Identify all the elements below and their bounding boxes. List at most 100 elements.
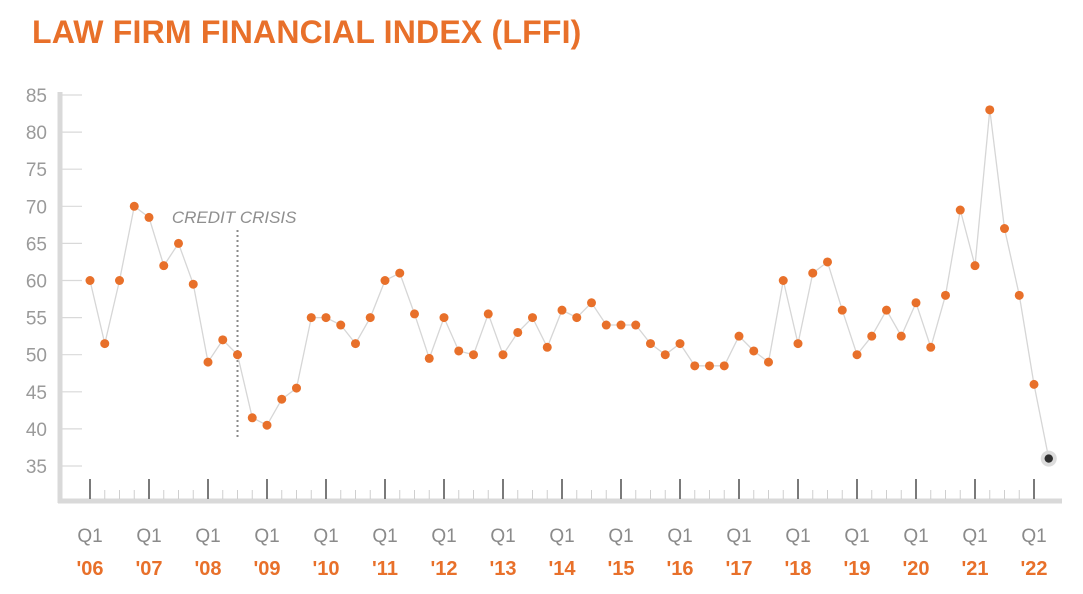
data-point (852, 350, 862, 360)
data-point (188, 279, 198, 289)
data-point (454, 346, 464, 356)
data-point (823, 257, 832, 267)
y-tick-label: 65 (26, 234, 47, 255)
x-tick-quarter-label: Q1 (726, 526, 751, 547)
data-point (292, 383, 301, 393)
x-tick-quarter-label: Q1 (549, 526, 574, 547)
x-tick-quarter-label: Q1 (962, 526, 987, 547)
data-point (395, 268, 405, 278)
data-point (483, 309, 493, 319)
data-point (144, 212, 154, 222)
x-tick-quarter-label: Q1 (254, 526, 279, 547)
data-point (115, 276, 124, 285)
y-tick-label: 55 (26, 309, 47, 330)
data-point (469, 350, 478, 360)
data-point (247, 413, 257, 423)
y-tick-label: 70 (26, 197, 47, 218)
y-tick-label: 85 (26, 86, 47, 107)
data-point (719, 361, 729, 371)
data-point (778, 276, 788, 285)
x-tick-quarter-label: Q1 (431, 526, 456, 547)
data-point (159, 261, 169, 271)
x-tick-quarter-label: Q1 (1021, 526, 1046, 547)
data-point (690, 361, 700, 371)
data-point (646, 339, 655, 349)
x-tick-year-label: '18 (784, 558, 811, 580)
x-tick-year-label: '22 (1020, 558, 1047, 580)
data-point (734, 331, 744, 341)
data-point (336, 320, 346, 330)
x-tick-year-label: '20 (902, 558, 929, 580)
data-point (351, 339, 360, 349)
data-point (439, 313, 449, 323)
data-point (793, 339, 803, 349)
data-point (100, 339, 110, 349)
chart-title: LAW FIRM FINANCIAL INDEX (LFFI) (32, 14, 582, 50)
data-point (660, 350, 670, 360)
data-point (1014, 290, 1024, 300)
data-point (985, 105, 995, 115)
data-point (528, 313, 537, 323)
data-point (424, 353, 434, 363)
x-tick-year-label: '06 (76, 558, 103, 580)
data-point (262, 420, 272, 430)
x-tick-year-label: '09 (253, 558, 280, 580)
x-tick-year-label: '21 (961, 558, 988, 580)
x-tick-quarter-label: Q1 (785, 526, 810, 547)
data-point (365, 313, 375, 323)
x-tick-year-label: '15 (607, 558, 634, 580)
x-tick-year-label: '16 (666, 558, 693, 580)
annotations: CREDIT CRISIS (172, 208, 297, 440)
data-point (705, 361, 714, 371)
x-tick-year-label: '10 (312, 558, 339, 580)
x-tick-quarter-label: Q1 (195, 526, 220, 547)
x-tick-year-label: '11 (372, 558, 398, 580)
data-point (616, 320, 626, 330)
data-point (587, 298, 596, 308)
data-point (498, 350, 508, 360)
data-point (1029, 379, 1039, 389)
data-point (321, 313, 331, 323)
data-point (277, 394, 287, 404)
x-tick-year-label: '07 (135, 558, 162, 580)
data-point (867, 331, 877, 341)
y-tick-label: 40 (26, 420, 47, 441)
x-tick-year-label: '14 (548, 558, 576, 580)
y-axis-ticks: 35 40 45 50 55 60 65 70 75 80 85 (26, 86, 82, 478)
data-point (911, 298, 921, 308)
data-point (233, 350, 242, 360)
chart-axes (57, 92, 1062, 504)
data-point (749, 346, 759, 356)
data-point (631, 320, 641, 330)
data-point (808, 268, 818, 278)
data-point (129, 201, 139, 211)
data-point (203, 357, 213, 367)
x-tick-quarter-label: Q1 (903, 526, 928, 547)
data-point (380, 276, 390, 285)
data-point (601, 320, 611, 330)
data-point (926, 342, 936, 352)
data-point (941, 290, 950, 300)
series-line (89, 109, 1050, 459)
y-tick-label: 50 (26, 346, 47, 367)
x-tick-year-label: '17 (725, 558, 752, 580)
data-point-latest (1044, 454, 1053, 463)
data-point (557, 305, 567, 315)
y-tick-label: 75 (26, 160, 47, 181)
data-point (572, 313, 582, 323)
y-tick-label: 35 (26, 457, 47, 478)
x-tick-year-label: '13 (489, 558, 516, 580)
y-tick-label: 45 (26, 383, 47, 404)
data-point (675, 339, 685, 349)
data-point (513, 327, 523, 337)
x-tick-quarter-label: Q1 (490, 526, 515, 547)
y-tick-label: 80 (26, 123, 47, 144)
data-point (85, 276, 95, 285)
credit-crisis-label: CREDIT CRISIS (172, 208, 297, 227)
x-tick-quarter-label: Q1 (372, 526, 397, 547)
x-tick-year-label: '12 (430, 558, 457, 580)
x-axis-ticks: Q1 '06 Q1 '07 Q1 '08 Q1 '09 Q1 '10 Q1 '11 Q1 '12 Q1 '13… (76, 479, 1048, 580)
y-tick-label: 60 (26, 272, 47, 293)
data-point (764, 357, 773, 367)
